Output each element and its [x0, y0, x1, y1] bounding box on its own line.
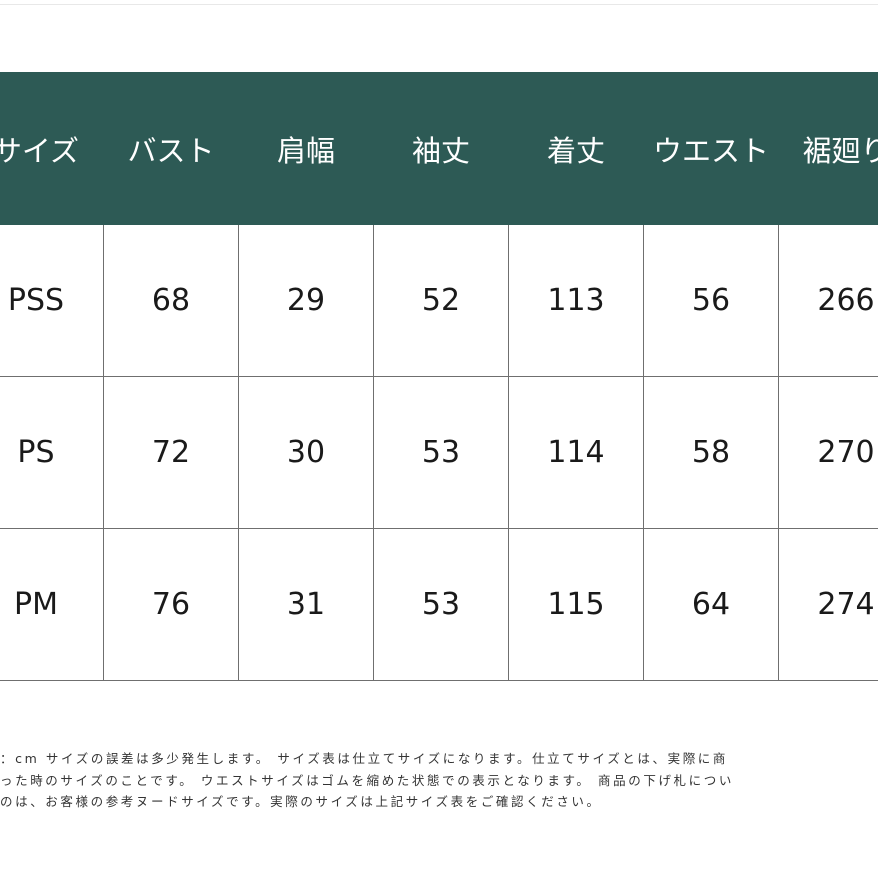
header-size: サイズ [0, 72, 104, 225]
size-table-body: PSS 68 29 52 113 56 266 PS 72 30 53 114 … [0, 225, 878, 681]
cell-bust: 72 [103, 376, 239, 529]
size-table-container: サイズ バスト 肩幅 袖丈 着丈 ウエスト 裾廻り PSS 68 29 52 1… [0, 72, 878, 681]
note-line: った時のサイズのことです。 ウエストサイズはゴムを縮めた状態での表示となります。… [0, 770, 878, 792]
cell-sleeve: 53 [373, 528, 509, 681]
note-text: った時のサイズのことです。 ウエストサイズはゴムを縮めた状態での表示となります。… [0, 772, 734, 788]
size-table-header: サイズ バスト 肩幅 袖丈 着丈 ウエスト 裾廻り [0, 72, 878, 225]
cell-shoulder: 30 [238, 376, 374, 529]
header-shoulder: 肩幅 [238, 72, 374, 225]
cell-waist: 56 [643, 225, 779, 377]
note-line: ：cm サイズの誤差は多少発生します。 サイズ表は仕立てサイズになります。仕立て… [0, 748, 878, 770]
cell-sleeve: 53 [373, 376, 509, 529]
header-bust: バスト [103, 72, 239, 225]
header-waist: ウエスト [643, 72, 779, 225]
size-notes: ：cm サイズの誤差は多少発生します。 サイズ表は仕立てサイズになります。仕立て… [0, 748, 878, 813]
cell-bust: 68 [103, 225, 239, 377]
header-length: 着丈 [508, 72, 644, 225]
cell-sleeve: 52 [373, 225, 509, 377]
table-row: PS 72 30 53 114 58 270 [0, 376, 878, 529]
header-sleeve: 袖丈 [373, 72, 509, 225]
cell-shoulder: 31 [238, 528, 374, 681]
note-text: のは、お客様の参考ヌードサイズです。実際のサイズは上記サイズ表をご確認ください。 [0, 794, 602, 809]
header-row: サイズ バスト 肩幅 袖丈 着丈 ウエスト 裾廻り [0, 72, 878, 225]
cell-length: 115 [508, 528, 644, 681]
cell-size: PS [0, 376, 104, 529]
top-divider [0, 4, 878, 5]
cell-size: PSS [0, 225, 104, 377]
cell-hem: 266 [778, 225, 878, 377]
cell-waist: 58 [643, 376, 779, 529]
note-text: ：cm サイズの誤差は多少発生します。 サイズ表は仕立てサイズになります。仕立て… [0, 751, 728, 766]
cell-size: PM [0, 528, 104, 681]
cell-length: 113 [508, 225, 644, 377]
note-line: のは、お客様の参考ヌードサイズです。実際のサイズは上記サイズ表をご確認ください。 [0, 791, 878, 813]
cell-length: 114 [508, 376, 644, 529]
header-hem: 裾廻り [778, 72, 878, 225]
cell-hem: 274 [778, 528, 878, 681]
table-row: PSS 68 29 52 113 56 266 [0, 225, 878, 377]
cell-waist: 64 [643, 528, 779, 681]
size-table: サイズ バスト 肩幅 袖丈 着丈 ウエスト 裾廻り PSS 68 29 52 1… [0, 72, 878, 681]
cell-bust: 76 [103, 528, 239, 681]
table-row: PM 76 31 53 115 64 274 [0, 528, 878, 681]
cell-shoulder: 29 [238, 225, 374, 377]
cell-hem: 270 [778, 376, 878, 529]
